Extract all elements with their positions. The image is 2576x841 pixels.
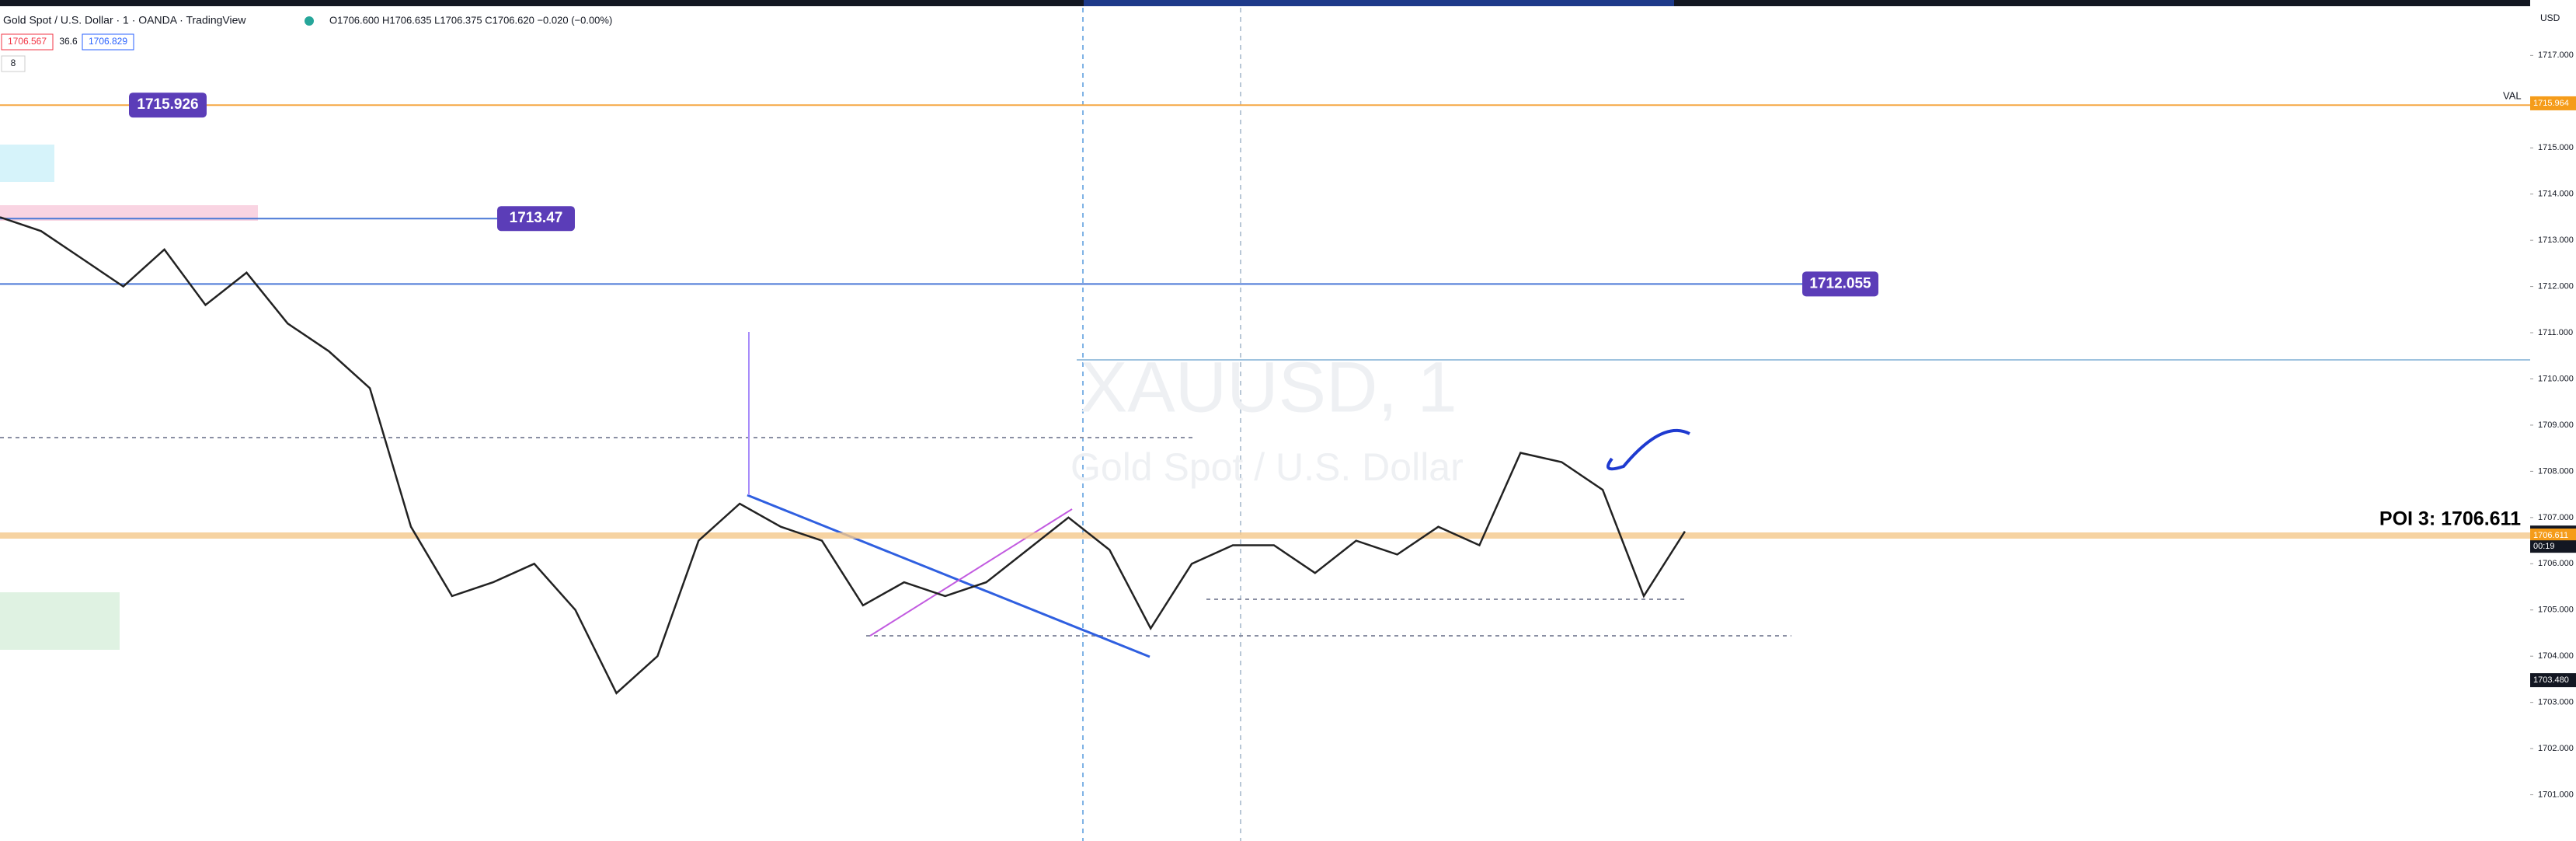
ohlc: O1706.600 H1706.635 L1706.375 C1706.620 … — [329, 14, 612, 26]
countdown-box — [2530, 540, 2576, 553]
price-tag-label: 1715.964 — [2533, 99, 2569, 108]
y-tick-label: 1714.000 — [2538, 190, 2574, 199]
price-tag-label: 1703.480 — [2533, 675, 2569, 685]
y-tick-label: 1704.000 — [2538, 651, 2574, 661]
y-tick-label: 1717.000 — [2538, 51, 2574, 60]
bid: 1706.567 — [8, 36, 47, 47]
price-tag — [2530, 673, 2576, 688]
y-tick-label: 1715.000 — [2538, 143, 2574, 152]
val-label: VAL — [2503, 89, 2522, 101]
y-tick-label: 1707.000 — [2538, 513, 2574, 522]
zone — [0, 145, 54, 182]
y-tick-label: 1701.000 — [2538, 790, 2574, 799]
y-tick-label: 1702.000 — [2538, 744, 2574, 753]
top-bar-accent — [1084, 0, 1674, 6]
level-label: 1713.47 — [510, 210, 563, 226]
currency[interactable]: USD — [2540, 12, 2560, 23]
status-dot — [305, 16, 314, 26]
countdown: 00:19 — [2533, 542, 2555, 551]
spread: 36.6 — [59, 36, 78, 47]
level-label: 1715.926 — [137, 96, 198, 113]
price-axis — [2530, 0, 2576, 841]
symbol-title: Gold Spot / U.S. Dollar · 1 · OANDA · Tr… — [3, 14, 246, 26]
y-tick-label: 1713.000 — [2538, 236, 2574, 245]
zone — [0, 205, 258, 221]
trendline — [747, 494, 1150, 658]
price-line — [0, 216, 1686, 695]
y-tick-label: 1712.000 — [2538, 281, 2574, 291]
y-tick-label: 1705.000 — [2538, 605, 2574, 615]
trendline — [869, 508, 1073, 637]
y-tick-label: 1703.000 — [2538, 698, 2574, 707]
drawing — [1607, 428, 1690, 471]
zone — [0, 592, 120, 650]
indicator-toggle[interactable] — [1, 55, 26, 72]
level-pill — [1802, 271, 1878, 297]
y-tick-label: 1710.000 — [2538, 374, 2574, 383]
level-pill — [497, 206, 575, 232]
y-tick-label: 1709.000 — [2538, 420, 2574, 430]
ask-box[interactable] — [82, 33, 134, 51]
watermark-name: Gold Spot / U.S. Dollar — [1070, 445, 1464, 489]
level-pill — [129, 92, 207, 118]
level-label: 1712.055 — [1809, 275, 1871, 291]
price-tag-label: 1706.611 — [2533, 531, 2568, 540]
price-tag — [2530, 528, 2576, 543]
indicator-count: 8 — [11, 58, 16, 68]
y-tick-label: 1711.000 — [2538, 328, 2573, 337]
watermark-symbol: XAUUSD, 1 — [1080, 347, 1457, 427]
poi-label: POI 3: 1706.611 — [2379, 508, 2521, 530]
y-tick-label: 1706.000 — [2538, 559, 2574, 568]
bid-box[interactable] — [1, 33, 54, 51]
price-tag — [2530, 96, 2576, 110]
y-tick-label: 1708.000 — [2538, 466, 2574, 476]
ask: 1706.829 — [89, 36, 127, 47]
